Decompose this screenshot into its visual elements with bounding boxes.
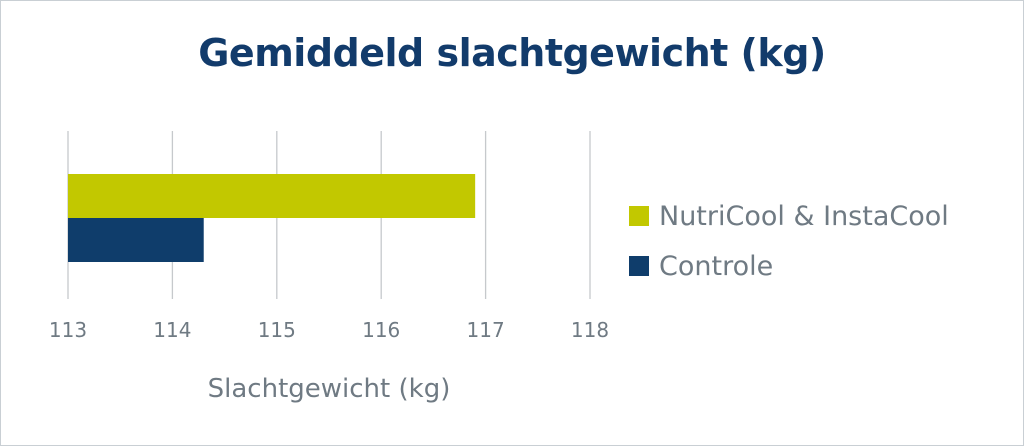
chart-title: Gemiddeld slachtgewicht (kg) <box>198 31 826 75</box>
legend-label-controle: Controle <box>659 250 774 282</box>
legend-item-controle: Controle <box>629 241 949 291</box>
x-tick-label: 113 <box>49 318 87 342</box>
legend-swatch-controle <box>629 256 649 276</box>
x-tick-label: 118 <box>571 318 609 342</box>
x-tick-label: 116 <box>362 318 400 342</box>
x-axis-label: Slachtgewicht (kg) <box>208 374 451 404</box>
x-tick-label: 114 <box>153 318 191 342</box>
x-tick-label: 117 <box>467 318 505 342</box>
legend-swatch-nutricool <box>629 206 649 226</box>
legend-label-nutricool: NutriCool & InstaCool <box>659 200 949 232</box>
bar-nutricool-instacool <box>68 174 476 218</box>
x-tick-label: 115 <box>258 318 296 342</box>
bar-controle <box>68 218 204 262</box>
legend-item-nutricool: NutriCool & InstaCool <box>629 191 949 241</box>
legend: NutriCool & InstaCool Controle <box>629 191 949 291</box>
